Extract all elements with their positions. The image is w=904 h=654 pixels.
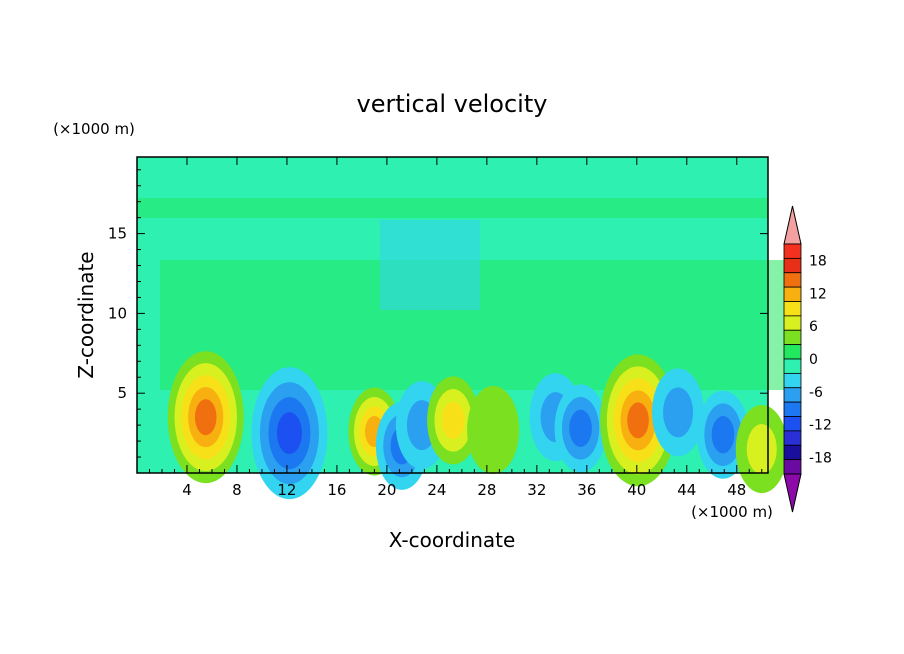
- colorbar-segment: [783, 243, 802, 259]
- colorbar-under-arrow: [783, 473, 802, 513]
- updraft-contour: [441, 401, 465, 440]
- downdraft-contour: [663, 387, 694, 438]
- colorbar-tick-label: -12: [809, 418, 832, 434]
- x-tick-label: 20: [377, 481, 396, 499]
- x-axis-label: X-coordinate: [389, 528, 516, 552]
- x-tick-label: 24: [427, 481, 446, 499]
- y-axis: 5 10 15: [108, 169, 768, 458]
- colorbar-segment: [783, 372, 802, 389]
- colorbar-over-arrow: [783, 205, 802, 245]
- updraft-cell: [735, 405, 788, 494]
- texture-band: [137, 198, 768, 218]
- updraft-contour: [194, 399, 217, 436]
- y-tick-label: 15: [108, 225, 127, 243]
- updraft-contour: [627, 402, 649, 439]
- colorbar-segment: [783, 358, 802, 374]
- updraft-cell: [467, 385, 520, 474]
- x-axis: 4 8 12 16 20 24 28 32 36 40 44 48: [148, 157, 763, 499]
- colorbar-segment: [783, 401, 802, 417]
- downdraft-cell: [251, 367, 328, 500]
- downdraft-contour: [569, 409, 592, 447]
- updraft-cell: [427, 376, 480, 465]
- y-tick-label: 10: [108, 304, 127, 322]
- y-axis-label: Z-coordinate: [74, 251, 98, 378]
- x-tick-label: 12: [277, 481, 296, 499]
- plot-frame: [136, 156, 769, 474]
- colorbar-segment: [783, 430, 802, 446]
- updraft-contour: [746, 424, 777, 475]
- colorbar-segment: [783, 416, 802, 432]
- x-tick-label: 40: [627, 481, 646, 499]
- x-tick-label: 44: [677, 481, 696, 499]
- plot-area: [136, 156, 791, 500]
- colorbar-segment: [783, 459, 802, 475]
- colorbar-segment: [783, 315, 802, 331]
- downdraft-cell: [697, 390, 750, 479]
- x-axis-unit: (×1000 m): [691, 503, 773, 521]
- x-tick-label: 32: [527, 481, 546, 499]
- downdraft-cell: [652, 368, 705, 457]
- colorbar-tick-label: 0: [809, 352, 818, 368]
- x-tick-label: 16: [327, 481, 346, 499]
- y-axis-unit: (×1000 m): [53, 120, 135, 138]
- downdraft-contour: [711, 416, 735, 454]
- velocity-contour-cells: [167, 351, 788, 500]
- colorbar-tick-label: 12: [809, 286, 827, 302]
- colorbar-segment: [783, 444, 802, 461]
- colorbar-segment: [783, 272, 802, 288]
- colorbar-tick-label: -18: [809, 451, 832, 467]
- texture-band: [380, 220, 480, 310]
- colorbar-segment: [783, 387, 802, 403]
- colorbar-tick-label: 18: [809, 253, 827, 269]
- colorbar-segment: [783, 301, 802, 317]
- colorbar-tick-label: -6: [809, 385, 823, 401]
- downdraft-cell: [554, 384, 607, 473]
- colorbar-segment: [783, 344, 802, 360]
- chart-title: vertical velocity: [357, 90, 548, 118]
- downdraft-contour: [276, 412, 302, 455]
- colorbar-segment: [783, 286, 802, 302]
- x-tick-label: 48: [727, 481, 746, 499]
- colorbar-segment: [783, 257, 802, 274]
- colorbar-segment: [783, 329, 802, 346]
- x-tick-label: 36: [577, 481, 596, 499]
- colorbar: 18 12 6 0 -6 -12 -18: [783, 205, 832, 513]
- x-tick-label: 8: [232, 481, 242, 499]
- colorbar-tick-label: 6: [809, 319, 818, 335]
- velocity-texture-bands: [137, 198, 791, 390]
- x-tick-label: 28: [477, 481, 496, 499]
- updraft-contour: [467, 385, 520, 474]
- y-tick-label: 5: [117, 384, 127, 402]
- x-tick-label: 4: [182, 481, 192, 499]
- updraft-cell: [167, 351, 244, 484]
